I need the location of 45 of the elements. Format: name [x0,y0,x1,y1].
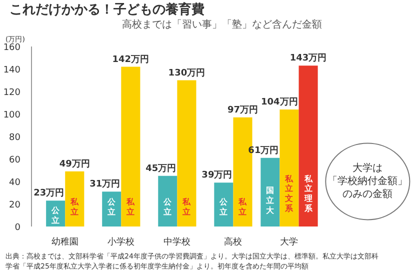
annotation: 私立 [238,198,248,217]
data-label: 97万円 [227,104,258,116]
annotation: 公立 [106,198,117,217]
y-tick-label: 80 [9,133,21,143]
data-label: 142万円 [112,54,150,65]
x-tick-label: 小学校 [108,236,135,248]
data-label: 104万円 [260,96,298,108]
data-label: 45万円 [146,162,176,174]
data-label: 130万円 [168,67,206,78]
x-tick-label: 幼稚園 [52,236,79,248]
data-label: 39万円 [202,170,232,181]
bar [65,171,84,226]
annotation: 公立 [218,198,229,217]
text: 高校までは「習い事」「塾」など含んだ金額 [122,18,322,30]
annotation: 私立文系 [284,174,294,213]
y-tick-label: 140 [3,66,21,76]
data-label: 31万円 [90,178,120,190]
annotation: 私立理系 [303,174,314,213]
x-tick-label: 中学校 [164,236,191,248]
annotation: 公立 [162,198,173,217]
y-tick-label: 40 [9,178,21,188]
y-tick-label: 20 [9,200,21,210]
y-tick-label: 100 [3,110,21,120]
bar [298,66,318,226]
text: 大学は「学校納付金額」のみの金額 [328,162,408,200]
x-tick-label: 大学 [280,236,298,248]
annotation: 私立 [182,198,192,217]
bar [158,176,178,226]
annotation: 私立 [70,198,80,217]
bar [102,192,122,226]
bar [214,182,234,226]
x-tick-label: 高校 [224,236,242,248]
y-tick-label: 0 [14,223,21,233]
y-tick-label: 60 [9,156,21,166]
data-label: 143万円 [290,52,327,64]
data-label: 23万円 [34,188,64,199]
annotation: 公立 [50,206,61,225]
bar [177,80,196,226]
annotation: 私立 [126,198,136,217]
bar [121,66,140,226]
chart-title: これだけかかる！子どもの養育費 [10,2,204,18]
data-label: 49万円 [59,158,90,170]
y-tick-label: 160 [3,43,21,53]
annotation: 国立大 [265,186,276,215]
y-tick-label: 120 [3,88,21,98]
